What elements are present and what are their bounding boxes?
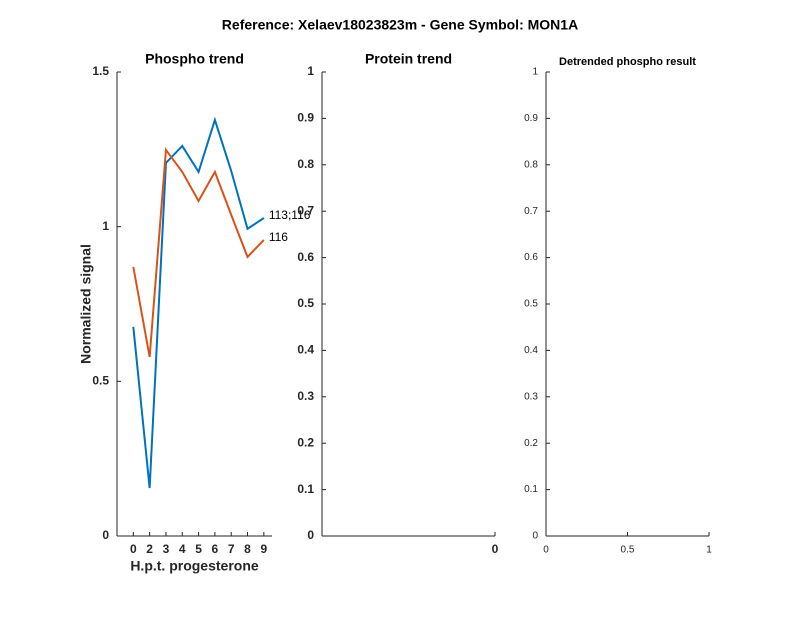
y-tick-label: 0.5 (92, 374, 109, 388)
x-tick-label: 7 (228, 542, 235, 556)
y-tick-label: 1 (532, 67, 538, 78)
x-tick-label: 0 (543, 545, 549, 556)
y-tick-label: 0.1 (524, 484, 538, 495)
x-tick-label: 1 (706, 545, 712, 556)
y-tick-label: 0 (532, 531, 538, 542)
series-line (132, 116, 265, 489)
y-tick-label: 0.3 (297, 389, 314, 403)
x-tick-label: 8 (244, 542, 251, 556)
x-tick-label: 2 (146, 542, 153, 556)
x-tick-label: 0 (130, 542, 137, 556)
x-tick-label: 6 (212, 542, 219, 556)
series-end-label: 116 (269, 230, 288, 244)
y-tick-label: 0.2 (297, 435, 314, 449)
y-tick-label: 1 (102, 219, 109, 233)
x-tick-label: 5 (195, 542, 202, 556)
y-tick-label: 0.4 (524, 345, 538, 356)
y-axis-label: Normalized signal (78, 244, 94, 364)
x-tick-label: 0.5 (621, 545, 635, 556)
series-end-label: 113;116 (269, 208, 311, 222)
y-tick-label: 1.5 (92, 64, 109, 78)
x-tick-label: 9 (260, 542, 267, 556)
y-tick-label: 0.8 (524, 159, 538, 170)
x-axis-label: H.p.t. progesterone (130, 558, 259, 574)
y-tick-label: 0.9 (524, 113, 538, 124)
x-tick-label: 0 (492, 542, 499, 556)
x-tick-label: 4 (179, 542, 186, 556)
y-tick-label: 0.6 (524, 252, 538, 263)
series-line (132, 147, 265, 358)
y-tick-label: 0.9 (297, 111, 314, 125)
y-tick-label: 0.3 (524, 391, 538, 402)
y-tick-label: 0.6 (297, 250, 314, 264)
y-tick-label: 0 (307, 528, 314, 542)
axis-title: Protein trend (365, 51, 452, 67)
y-tick-label: 0.7 (297, 203, 314, 217)
x-tick-label: 3 (163, 542, 170, 556)
y-tick-label: 0.1 (297, 482, 314, 496)
axis-title: Phospho trend (145, 51, 244, 67)
y-tick-label: 0.5 (297, 296, 314, 310)
figure-title: Reference: Xelaev18023823m - Gene Symbol… (222, 17, 578, 33)
y-tick-label: 1 (307, 64, 314, 78)
axis-title: Detrended phospho result (559, 56, 696, 68)
y-tick-label: 0.7 (524, 206, 538, 217)
y-tick-label: 0.5 (524, 299, 538, 310)
y-tick-label: 0 (102, 528, 109, 542)
y-tick-label: 0.8 (297, 157, 314, 171)
y-tick-label: 0.4 (297, 343, 314, 357)
y-tick-label: 0.2 (524, 438, 538, 449)
